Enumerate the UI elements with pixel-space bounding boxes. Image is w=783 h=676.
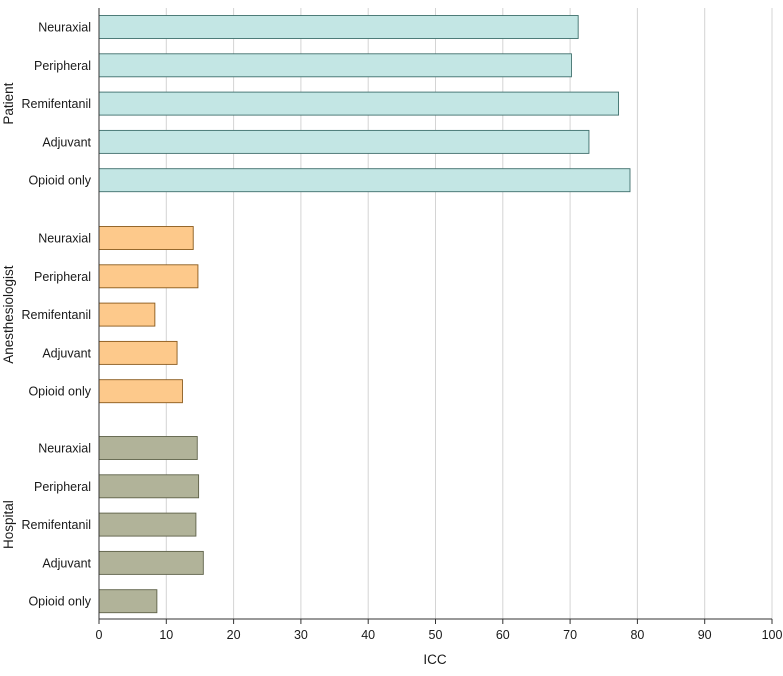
- category-label: Remifentanil: [22, 97, 91, 111]
- x-tick-label: 80: [630, 628, 644, 642]
- x-tick-label: 100: [762, 628, 783, 642]
- x-tick-label: 90: [698, 628, 712, 642]
- x-tick-label: 30: [294, 628, 308, 642]
- bar: [98, 15, 579, 39]
- x-axis-title: ICC: [423, 652, 447, 667]
- bar: [98, 436, 198, 460]
- category-label: Peripheral: [34, 270, 91, 284]
- group-label: Hospital: [1, 500, 16, 549]
- category-label: Opioid only: [28, 595, 91, 609]
- category-labels: Neuraxial Peripheral Remifentanil Adjuvant O…: [22, 21, 92, 609]
- x-tick-label: 0: [96, 628, 103, 642]
- x-tick-label: 50: [429, 628, 443, 642]
- bar: [98, 589, 158, 614]
- category-label: Peripheral: [34, 59, 91, 73]
- group-labels: Patient Anesthesiologist Hospital: [1, 82, 16, 549]
- bar: [98, 129, 590, 154]
- x-tick-label: 20: [227, 628, 241, 642]
- category-label: Neuraxial: [38, 232, 91, 246]
- group-label: Anesthesiologist: [1, 265, 16, 364]
- x-tick-label: 10: [159, 628, 173, 642]
- category-label: Remifentanil: [22, 518, 91, 532]
- bar: [98, 474, 200, 499]
- bar: [98, 340, 178, 365]
- category-label: Adjuvant: [42, 346, 91, 360]
- bar: [98, 512, 197, 537]
- bar: [98, 550, 204, 575]
- bar: [98, 91, 620, 116]
- category-label: Adjuvant: [42, 135, 91, 149]
- x-tick-label: 70: [563, 628, 577, 642]
- bar: [98, 379, 183, 404]
- category-label: Neuraxial: [38, 21, 91, 35]
- category-label: Opioid only: [28, 385, 91, 399]
- x-axis: 0 10 20 30 40 50 60 70 80 90 100: [96, 8, 783, 642]
- category-label: Adjuvant: [42, 556, 91, 570]
- category-label: Opioid only: [28, 174, 91, 188]
- bar: [98, 168, 631, 193]
- category-label: Peripheral: [34, 480, 91, 494]
- bars: [98, 15, 631, 614]
- category-label: Neuraxial: [38, 442, 91, 456]
- category-label: Remifentanil: [22, 308, 91, 322]
- x-tick-label: 40: [361, 628, 375, 642]
- group-label: Patient: [1, 82, 16, 124]
- bar: [98, 302, 156, 327]
- bar: [98, 264, 199, 289]
- bar: [98, 53, 572, 78]
- bar: [98, 226, 194, 250]
- x-tick-label: 60: [496, 628, 510, 642]
